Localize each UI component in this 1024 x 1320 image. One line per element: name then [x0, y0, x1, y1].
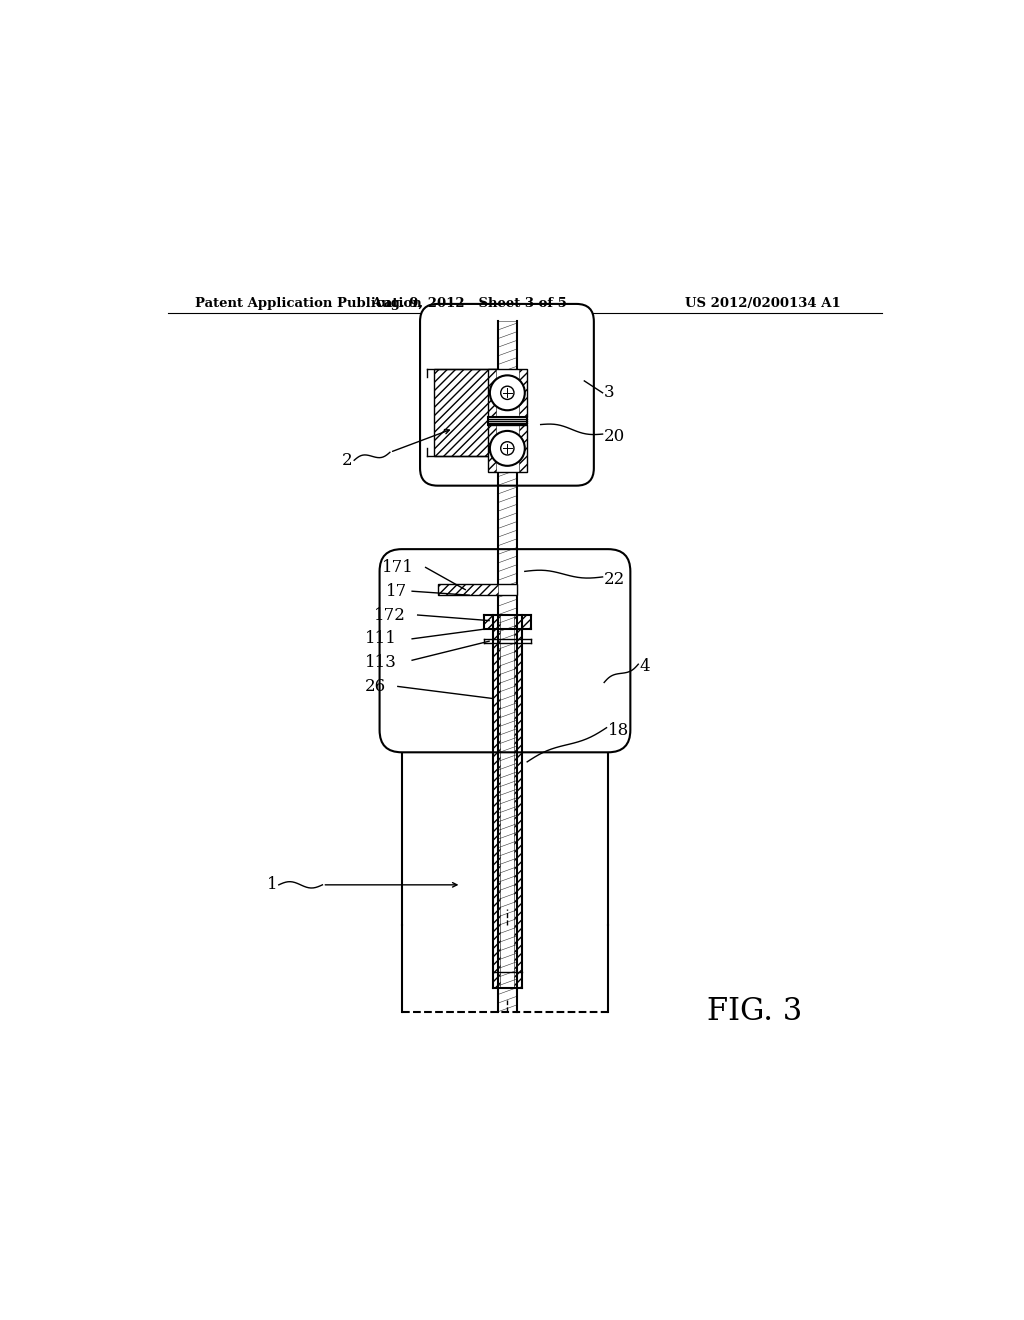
Text: 4: 4 [640, 659, 650, 675]
Text: 20: 20 [604, 428, 626, 445]
Bar [437, 583, 517, 595]
Text: Aug. 9, 2012   Sheet 3 of 5: Aug. 9, 2012 Sheet 3 of 5 [372, 297, 567, 310]
Bar [488, 425, 526, 473]
Text: 17: 17 [386, 582, 408, 599]
Text: 172: 172 [374, 606, 406, 623]
Text: 113: 113 [365, 655, 396, 671]
Text: 3: 3 [604, 384, 614, 401]
Text: 1: 1 [267, 876, 278, 894]
Bar [488, 370, 526, 417]
Text: 18: 18 [608, 722, 630, 739]
Text: FIG. 3: FIG. 3 [708, 997, 803, 1027]
Text: 171: 171 [382, 558, 414, 576]
Circle shape [489, 430, 524, 466]
FancyBboxPatch shape [380, 549, 631, 752]
Bar [488, 417, 526, 425]
Text: 2: 2 [342, 451, 353, 469]
Bar [433, 370, 498, 457]
Text: 22: 22 [604, 570, 626, 587]
Circle shape [501, 442, 514, 455]
Text: US 2012/0200134 A1: US 2012/0200134 A1 [685, 297, 841, 310]
FancyBboxPatch shape [420, 304, 594, 486]
Text: 26: 26 [365, 678, 386, 694]
Text: Patent Application Publication: Patent Application Publication [196, 297, 422, 310]
Circle shape [501, 387, 514, 400]
Circle shape [489, 375, 524, 411]
Text: 111: 111 [365, 631, 396, 647]
